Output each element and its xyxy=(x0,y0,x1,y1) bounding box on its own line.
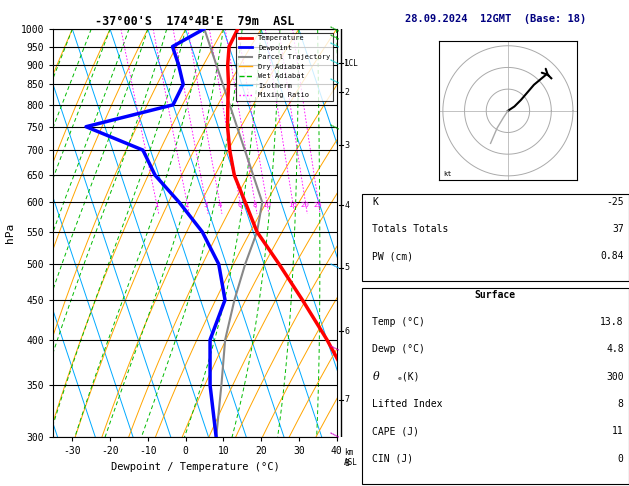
Text: LCL: LCL xyxy=(344,58,358,68)
Legend: Temperature, Dewpoint, Parcel Trajectory, Dry Adiabat, Wet Adiabat, Isotherm, Mi: Temperature, Dewpoint, Parcel Trajectory… xyxy=(236,33,333,101)
Y-axis label: hPa: hPa xyxy=(6,223,15,243)
Text: 2: 2 xyxy=(185,202,189,208)
Text: \: \ xyxy=(330,75,341,87)
Text: 1: 1 xyxy=(344,58,349,68)
Text: 300: 300 xyxy=(606,372,624,382)
Text: 7: 7 xyxy=(344,396,349,404)
Text: Dewp (°C): Dewp (°C) xyxy=(372,344,425,354)
Bar xyxy=(362,288,629,484)
Text: 0: 0 xyxy=(618,454,624,464)
Text: 10: 10 xyxy=(262,202,271,208)
Text: 1: 1 xyxy=(154,202,159,208)
Text: \: \ xyxy=(330,260,341,271)
Text: \: \ xyxy=(330,31,341,43)
Text: ₑ(K): ₑ(K) xyxy=(396,372,420,382)
Text: 4: 4 xyxy=(344,201,349,209)
Text: km
ASL: km ASL xyxy=(344,448,358,467)
Text: Surface: Surface xyxy=(475,290,516,299)
Text: Totals Totals: Totals Totals xyxy=(372,224,448,234)
Text: 37: 37 xyxy=(612,224,624,234)
Text: 13.8: 13.8 xyxy=(600,317,624,327)
Text: 4: 4 xyxy=(218,202,222,208)
Text: CIN (J): CIN (J) xyxy=(372,454,413,464)
Text: 5: 5 xyxy=(344,263,349,272)
Text: PW (cm): PW (cm) xyxy=(372,251,413,261)
Text: 8: 8 xyxy=(253,202,257,208)
Text: 11: 11 xyxy=(612,426,624,436)
Text: 25: 25 xyxy=(314,202,323,208)
Text: 6: 6 xyxy=(238,202,242,208)
Text: CAPE (J): CAPE (J) xyxy=(372,426,420,436)
Text: 0.84: 0.84 xyxy=(600,251,624,261)
Text: θ: θ xyxy=(372,372,379,382)
X-axis label: Dewpoint / Temperature (°C): Dewpoint / Temperature (°C) xyxy=(111,462,279,472)
Text: \: \ xyxy=(330,430,341,441)
Text: 2: 2 xyxy=(344,88,349,97)
Text: 16: 16 xyxy=(288,202,298,208)
Text: 6: 6 xyxy=(344,327,349,336)
Text: \: \ xyxy=(330,40,341,51)
Text: K: K xyxy=(372,196,378,207)
Text: \: \ xyxy=(330,343,341,354)
Text: 28.09.2024  12GMT  (Base: 18): 28.09.2024 12GMT (Base: 18) xyxy=(404,14,586,24)
Text: \: \ xyxy=(330,23,341,35)
Text: \: \ xyxy=(330,56,341,68)
Text: 8: 8 xyxy=(344,459,349,468)
Text: 20: 20 xyxy=(301,202,310,208)
Text: \: \ xyxy=(330,121,341,132)
Text: Temp (°C): Temp (°C) xyxy=(372,317,425,327)
Bar xyxy=(362,194,629,280)
Text: 4.8: 4.8 xyxy=(606,344,624,354)
Text: 8: 8 xyxy=(618,399,624,409)
Text: 3: 3 xyxy=(204,202,208,208)
Text: -25: -25 xyxy=(606,196,624,207)
Text: kt: kt xyxy=(443,171,452,177)
Title: -37°00'S  174°4B'E  79m  ASL: -37°00'S 174°4B'E 79m ASL xyxy=(95,15,295,28)
Text: Lifted Index: Lifted Index xyxy=(372,399,443,409)
Text: 3: 3 xyxy=(344,141,349,150)
